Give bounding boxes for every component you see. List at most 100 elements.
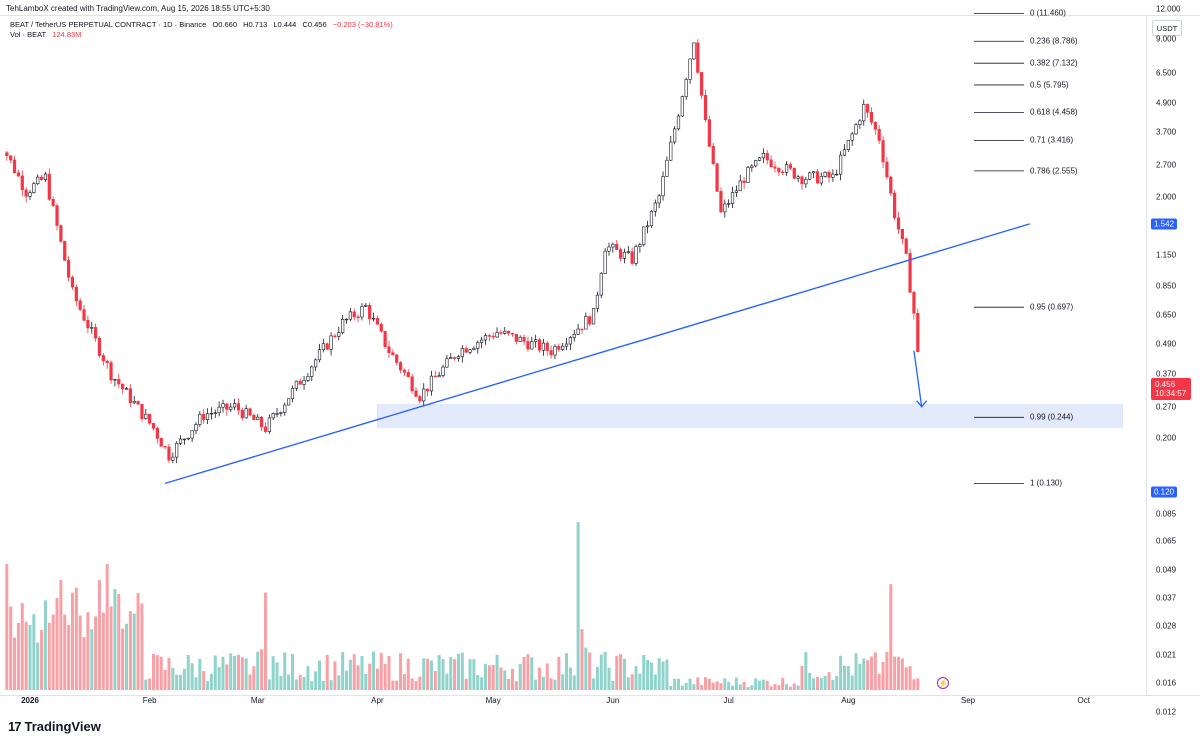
volume-bar (244, 658, 248, 690)
candle-body (437, 375, 441, 378)
candle-body (449, 357, 453, 360)
volume-bar (534, 679, 538, 690)
volume-bar (109, 606, 113, 690)
candle-body (854, 124, 858, 135)
symbol-title[interactable]: BEAT / TetherUS PERPETUAL CONTRACT · 1D … (10, 20, 207, 29)
volume-bar (113, 589, 117, 690)
volume-bar (912, 679, 916, 690)
candle-body (86, 320, 90, 329)
candle-body (537, 339, 542, 351)
volume-bar (904, 667, 908, 690)
volume-bar (800, 665, 804, 690)
candle-body (869, 111, 874, 123)
last-price-badge: 0.456 10:34:57 (1151, 378, 1191, 400)
currency-button[interactable]: USDT (1152, 20, 1182, 36)
candle-body (82, 309, 86, 321)
volume-bar (588, 652, 592, 690)
volume-bar (754, 678, 758, 690)
volume-bar (429, 660, 433, 690)
volume-bar (727, 681, 731, 690)
volume-bar (271, 656, 275, 690)
candle-body (55, 205, 59, 226)
candle-body (418, 396, 422, 402)
candle-body (32, 183, 36, 193)
candle-body (406, 372, 410, 378)
volume-bar (372, 651, 376, 690)
candle-body (279, 412, 283, 414)
volume-bar (9, 606, 13, 690)
volume-bar (341, 651, 345, 690)
candle-body (588, 316, 592, 325)
candle-body (904, 238, 908, 254)
volume-bar (464, 678, 468, 690)
volume-bar (414, 681, 418, 690)
volume-bar (202, 671, 206, 690)
candle-body (190, 430, 194, 439)
volume-bar (47, 622, 51, 690)
volume-bar (105, 564, 109, 690)
candle-body (723, 203, 727, 213)
volume-bar (40, 630, 44, 690)
volume-bar (889, 584, 893, 690)
candle-body (348, 311, 352, 320)
price-tick: 0.028 (1156, 621, 1177, 631)
volume-bar (32, 614, 36, 690)
volume-bar (487, 665, 491, 690)
price-tick: 0.037 (1156, 593, 1177, 603)
price-tick: 0.049 (1156, 565, 1177, 575)
candle-body (182, 438, 187, 441)
flash-icon[interactable]: ⚡ (937, 677, 949, 689)
candle-body (788, 164, 793, 169)
candle-body (333, 335, 337, 338)
candle-body (557, 346, 561, 350)
volume-bar (553, 679, 557, 690)
volume-bar (576, 522, 580, 690)
volume-bar (229, 653, 233, 690)
ohlc-open: O0.660 (212, 20, 238, 29)
volume-bar (622, 658, 626, 690)
support-zone (377, 404, 1123, 428)
volume-bar (283, 652, 287, 690)
trendline (164, 223, 1030, 485)
fib-level-label: 0 (11.460) (1030, 8, 1066, 18)
top-border (0, 15, 1200, 16)
volume-bar (256, 651, 260, 690)
volume-bar (352, 654, 356, 690)
time-tick: Oct (1077, 696, 1090, 705)
volume-bar (626, 677, 630, 690)
time-tick: May (485, 696, 501, 705)
volume-label[interactable]: Vol · BEAT (10, 30, 47, 39)
volume-bar (86, 612, 90, 690)
candle-body (236, 403, 241, 411)
volume-bar (503, 670, 507, 690)
candle-body (105, 360, 109, 363)
price-tick: 0.270 (1156, 402, 1177, 412)
volume-bar (140, 603, 144, 690)
volume-bar (684, 683, 688, 690)
candle-body (456, 356, 461, 359)
candle-body (117, 379, 121, 385)
candle-body (642, 226, 646, 245)
candle-body (730, 192, 735, 204)
tradingview-logo-icon: 17 (8, 719, 22, 734)
fib-level-label: 0.618 (4.458) (1030, 107, 1078, 117)
volume-bar (117, 594, 121, 690)
volume-bar (306, 666, 310, 690)
volume-bar (67, 625, 71, 690)
candle-body (472, 347, 476, 351)
price-tick: 0.016 (1156, 678, 1177, 688)
tradingview-logo[interactable]: 17 TradingView (8, 719, 101, 734)
candle-body (202, 413, 206, 420)
price-tick: 2.000 (1156, 192, 1177, 202)
volume-bar (163, 670, 167, 690)
fib-level-label: 0.382 (7.132) (1030, 58, 1078, 68)
candle-body (259, 416, 264, 428)
time-tick: Sep (960, 696, 976, 705)
candle-body (711, 145, 715, 164)
candle-body (777, 167, 781, 173)
candle-body (290, 388, 295, 400)
volume-bar (557, 656, 561, 690)
time-tick: Aug (841, 696, 856, 705)
volume-bar (437, 654, 441, 690)
